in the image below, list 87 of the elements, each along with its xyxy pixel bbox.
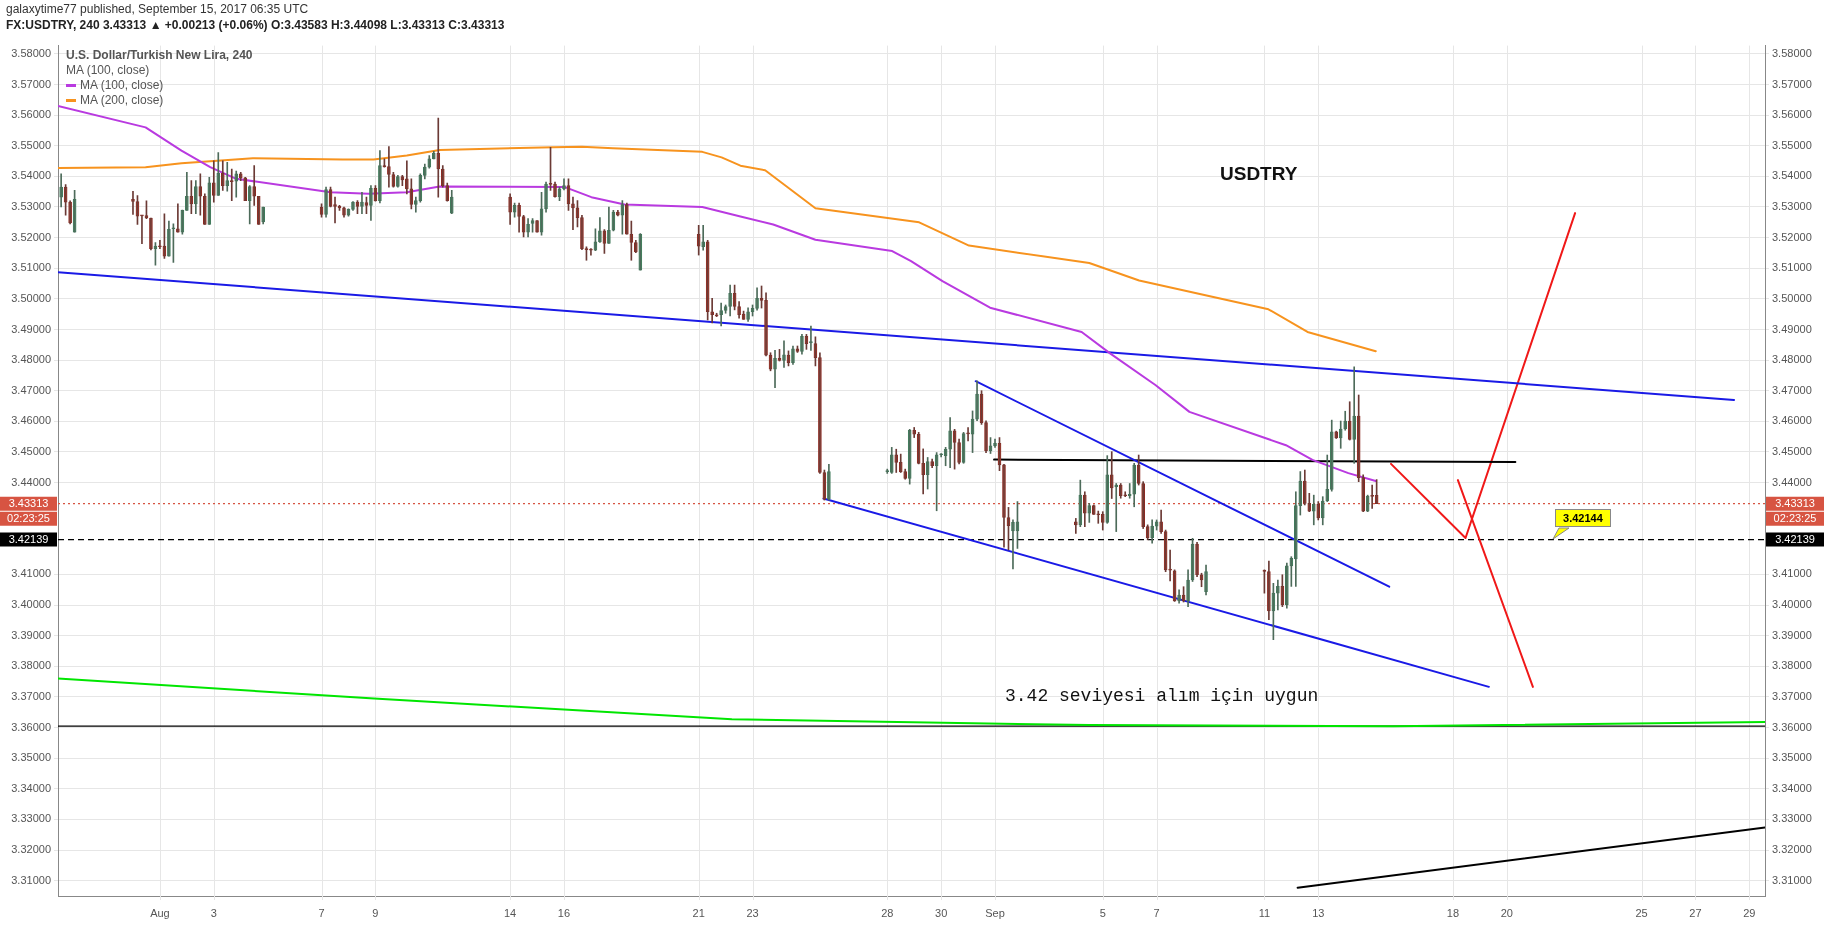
y-tick-label: 3.38000 <box>11 659 51 672</box>
y-tick-label: 3.33000 <box>11 812 51 825</box>
x-tick-label: 9 <box>372 906 379 919</box>
y-tick-label: 3.48000 <box>11 353 51 366</box>
legend-label: MA (200, close) <box>79 93 165 108</box>
y2-tick-label: 3.40000 <box>1772 598 1812 611</box>
y2-tick-label: 3.58000 <box>1772 46 1812 59</box>
annotation: MA (100, close) <box>66 63 151 78</box>
y-tick-label: 3.35000 <box>11 751 51 764</box>
y2-tick-label: 3.48000 <box>1772 353 1812 366</box>
y-tick-label: 3.40000 <box>11 598 51 611</box>
y2-tick-label: 3.49000 <box>1772 322 1812 335</box>
x-tick-label: 20 <box>1500 906 1513 919</box>
x-tick-label: 16 <box>557 906 571 919</box>
x-tick-label: Aug <box>150 906 170 919</box>
y2-tick-label: 3.55000 <box>1772 138 1812 151</box>
y-tick-label: 3.45000 <box>11 445 51 457</box>
y-tick-label: 3.57000 <box>11 77 51 90</box>
y2-tick-label: 3.36000 <box>1772 720 1812 733</box>
ref-line-label: 3.43313 <box>8 496 49 509</box>
y-tick-label: 3.51000 <box>11 261 51 274</box>
y2-tick-label: 3.52000 <box>1772 230 1812 243</box>
text: FX:USDTRY, 240 3.43313 ▲ +0.00213 (+0.06%) O:3.43583 H:3.44098 L:3.43313 C:3.43313 <box>6 18 505 32</box>
y-tick-label: 3.52000 <box>11 230 51 243</box>
y2-tick-label: 3.39000 <box>1772 628 1812 641</box>
x-tick-label: 30 <box>935 906 948 919</box>
y2-tick-label: 3.56000 <box>1772 108 1812 121</box>
x-tick-label: 7 <box>318 906 325 919</box>
y-tick-label: 3.37000 <box>11 689 51 702</box>
annotation: 3.42144 <box>1555 509 1611 528</box>
y2-tick-label: 3.57000 <box>1772 77 1812 90</box>
x-tick-label: 21 <box>692 906 705 919</box>
x-tick-label: 13 <box>1312 906 1325 919</box>
y2-tick-label: 3.45000 <box>1772 445 1812 457</box>
y-tick-label: 3.39000 <box>11 628 51 641</box>
ref-line-label: 3.42139 <box>8 532 49 545</box>
y-tick-label: 3.34000 <box>11 781 51 794</box>
chart-title: U.S. Dollar/Turkish New Lira, 240 <box>66 48 253 63</box>
x-tick-label: 25 <box>1635 906 1648 919</box>
y-tick-label: 3.41000 <box>11 567 51 580</box>
y2-tick-label: 3.41000 <box>1772 567 1812 580</box>
x-tick-label: Sep <box>985 906 1005 919</box>
y2-tick-label: 3.51000 <box>1772 261 1812 274</box>
y2-tick-label: 3.50000 <box>1772 291 1812 304</box>
y2-tick-label: 3.34000 <box>1772 781 1812 794</box>
y2-tick-label: 3.53000 <box>1772 200 1812 213</box>
x-tick-label: 27 <box>1689 906 1702 919</box>
y-tick-label: 3.46000 <box>11 414 51 427</box>
y-tick-label: 3.32000 <box>11 843 51 856</box>
y2-tick-label: 3.33000 <box>1772 812 1812 825</box>
text: 02:23:25 <box>7 511 50 524</box>
y-tick-label: 3.50000 <box>11 291 51 304</box>
annotation: USDTRY <box>1220 163 1298 185</box>
text: galaxytime77 published, September 15, 2017 06:35 UTC <box>6 2 309 16</box>
y2-tick-label: 3.46000 <box>1772 414 1812 427</box>
y-tick-label: 3.49000 <box>11 322 51 335</box>
text: 3.42139 <box>1775 532 1815 545</box>
x-tick-label: 18 <box>1446 906 1460 919</box>
x-tick-label: 14 <box>503 906 517 919</box>
x-tick-label: 11 <box>1258 906 1271 919</box>
y-tick-label: 3.44000 <box>11 475 51 488</box>
y-tick-label: 3.36000 <box>11 720 51 733</box>
y-tick-label: 3.55000 <box>11 138 51 151</box>
x-tick-label: 5 <box>1099 906 1106 919</box>
x-tick-label: 7 <box>1153 906 1160 919</box>
y-tick-label: 3.53000 <box>11 200 51 213</box>
legend-label: MA (100, close) <box>79 78 165 93</box>
x-tick-label: 29 <box>1743 906 1756 919</box>
text: 3.43313 <box>1775 496 1815 509</box>
y-tick-label: 3.58000 <box>11 46 51 59</box>
y-tick-label: 3.47000 <box>11 383 51 396</box>
y-tick-label: 3.31000 <box>11 873 51 886</box>
y2-tick-label: 3.32000 <box>1772 843 1812 856</box>
y2-tick-label: 3.35000 <box>1772 751 1812 764</box>
y2-tick-label: 3.31000 <box>1772 873 1812 886</box>
y2-tick-label: 3.37000 <box>1772 689 1812 702</box>
annotation: 3.42 seviyesi alım için uygun <box>1005 686 1319 706</box>
y-tick-label: 3.54000 <box>11 169 51 182</box>
y-tick-label: 3.56000 <box>11 108 51 121</box>
y2-tick-label: 3.38000 <box>1772 659 1812 672</box>
text: 02:23:25 <box>1773 511 1817 524</box>
x-tick-label: 3 <box>210 906 217 919</box>
y2-tick-label: 3.54000 <box>1772 169 1812 182</box>
y2-tick-label: 3.47000 <box>1772 383 1812 396</box>
x-tick-label: 28 <box>881 906 894 919</box>
x-tick-label: 23 <box>746 906 759 919</box>
y2-tick-label: 3.44000 <box>1772 475 1812 488</box>
